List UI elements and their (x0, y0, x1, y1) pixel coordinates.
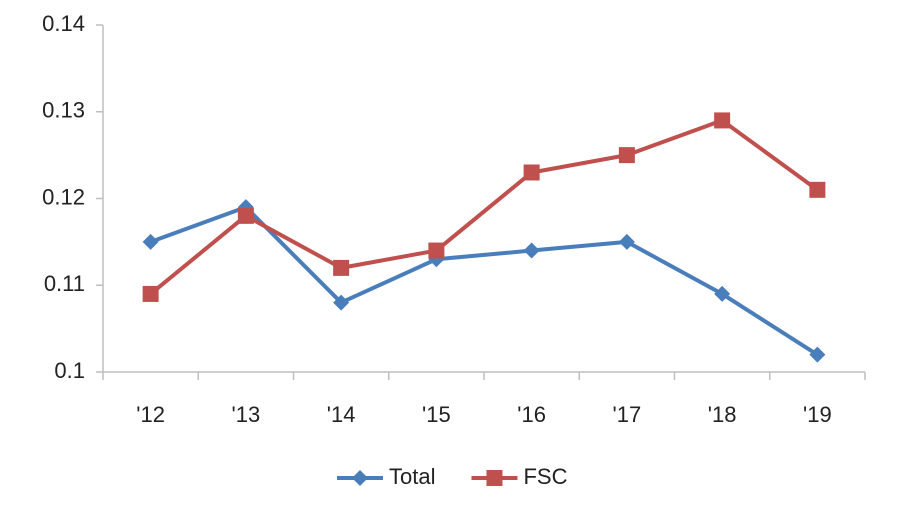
marker (809, 181, 826, 198)
x-tick-label: '16 (517, 402, 546, 427)
marker (142, 233, 159, 250)
marker (809, 346, 826, 363)
y-tick-label: 0.13 (42, 98, 85, 123)
marker (237, 207, 254, 224)
marker (428, 242, 445, 259)
x-tick-label: '18 (708, 402, 737, 427)
marker (486, 470, 503, 486)
series-line (149, 205, 819, 357)
marker (618, 233, 635, 250)
y-tick-label: 0.11 (44, 271, 85, 296)
marker (523, 164, 540, 181)
x-tick-label: '19 (803, 402, 832, 427)
x-tick-label: '14 (327, 402, 356, 427)
marker (333, 259, 350, 276)
marker (352, 470, 368, 486)
y-tick-label: 0.12 (42, 184, 85, 209)
y-tick-label: 0.14 (42, 11, 85, 36)
marker (333, 294, 350, 311)
marker (714, 285, 731, 302)
y-tick-label: 0.1 (54, 358, 85, 383)
x-tick-label: '13 (232, 402, 261, 427)
x-tick-label: '17 (613, 402, 642, 427)
legend-label: FSC (523, 464, 567, 489)
marker (714, 112, 731, 129)
marker (142, 285, 159, 302)
x-tick-label: '12 (136, 402, 165, 427)
series-line (149, 118, 819, 296)
marker (523, 242, 540, 259)
marker (618, 147, 635, 164)
x-tick-label: '15 (422, 402, 451, 427)
legend-label: Total (389, 464, 435, 489)
